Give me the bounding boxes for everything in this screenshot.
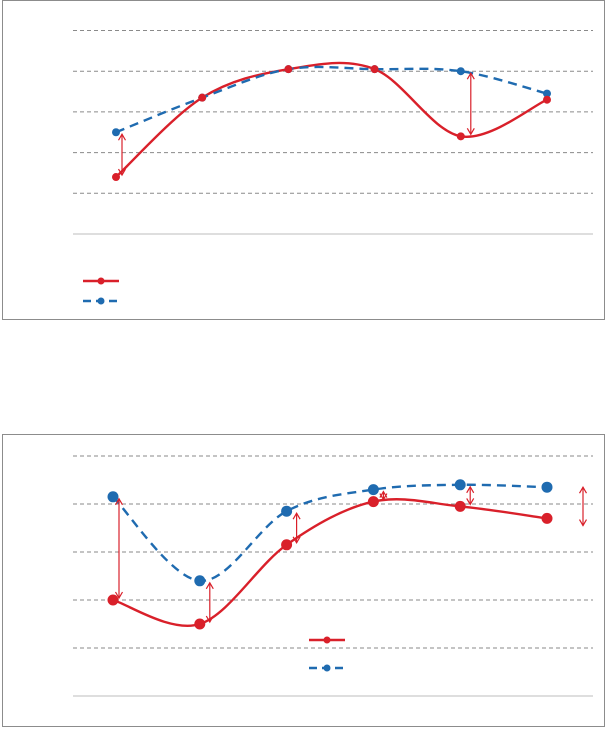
series-line-2: [115, 65, 548, 134]
series-1-point-3: [281, 539, 293, 551]
series-1-point-3: [284, 65, 293, 74]
series-1-point-1: [107, 594, 119, 606]
series-2-point-5: [454, 479, 466, 491]
difference-arrow-1-head-up: [117, 133, 127, 141]
difference-arrow-1: [117, 133, 127, 177]
series-2-point-5: [456, 67, 465, 76]
series-1-point-6: [543, 95, 551, 104]
series-1-point-1: [112, 173, 120, 182]
difference-arrow-4: [379, 490, 388, 501]
legend-marker-1: [323, 636, 331, 644]
chart-panel-top: [2, 0, 605, 320]
chart-top: [73, 30, 593, 305]
legend-marker-2: [323, 664, 331, 672]
series-2-point-4: [367, 484, 379, 496]
difference-arrow-3: [292, 512, 301, 544]
difference-arrow-2: [205, 581, 214, 624]
chart-panel-bottom: [2, 434, 605, 727]
legend-marker-2: [97, 297, 105, 305]
difference-arrow-extra-head-down: [578, 519, 588, 527]
series-1-point-2: [194, 618, 206, 630]
legend-marker-1: [97, 277, 105, 285]
difference-arrow-2-head-up: [205, 581, 214, 590]
series-line-1: [112, 498, 548, 627]
series-2-point-1: [107, 491, 119, 503]
difference-arrow-5: [466, 485, 475, 506]
difference-arrow-2-head-up: [466, 72, 475, 80]
difference-arrow-2-head-down: [205, 615, 214, 624]
difference-arrow-extra-head-up: [578, 486, 588, 494]
difference-arrow-4-head-down: [379, 493, 388, 501]
series-1-point-5: [456, 132, 465, 141]
difference-arrow-5-head-up: [466, 485, 475, 494]
difference-arrow-1: [114, 497, 124, 600]
difference-arrow-1-head-down: [114, 591, 124, 600]
series-2-point-6: [541, 481, 553, 493]
series-1-point-6: [541, 512, 553, 524]
difference-arrow-5-head-down: [466, 498, 475, 506]
series-1-point-5: [454, 500, 466, 512]
series-1-point-2: [198, 93, 207, 102]
difference-arrow-extra: [578, 486, 588, 527]
series-2-point-6: [543, 89, 551, 98]
series-2-point-2: [194, 575, 206, 587]
difference-arrow-2: [466, 72, 475, 136]
difference-arrow-3-head-up: [292, 512, 301, 520]
series-1-point-4: [367, 496, 379, 508]
difference-arrow-2-head-down: [466, 128, 475, 136]
difference-arrow-3-head-down: [292, 536, 301, 544]
series-line-2: [112, 483, 548, 583]
series-1-point-4: [370, 65, 379, 74]
difference-arrow-1-head-down: [117, 168, 127, 177]
chart-bottom: [73, 455, 593, 697]
series-2-point-3: [281, 505, 293, 517]
series-line-1: [115, 61, 548, 178]
difference-arrow-1-head-up: [114, 497, 124, 506]
series-2-point-1: [112, 128, 120, 137]
